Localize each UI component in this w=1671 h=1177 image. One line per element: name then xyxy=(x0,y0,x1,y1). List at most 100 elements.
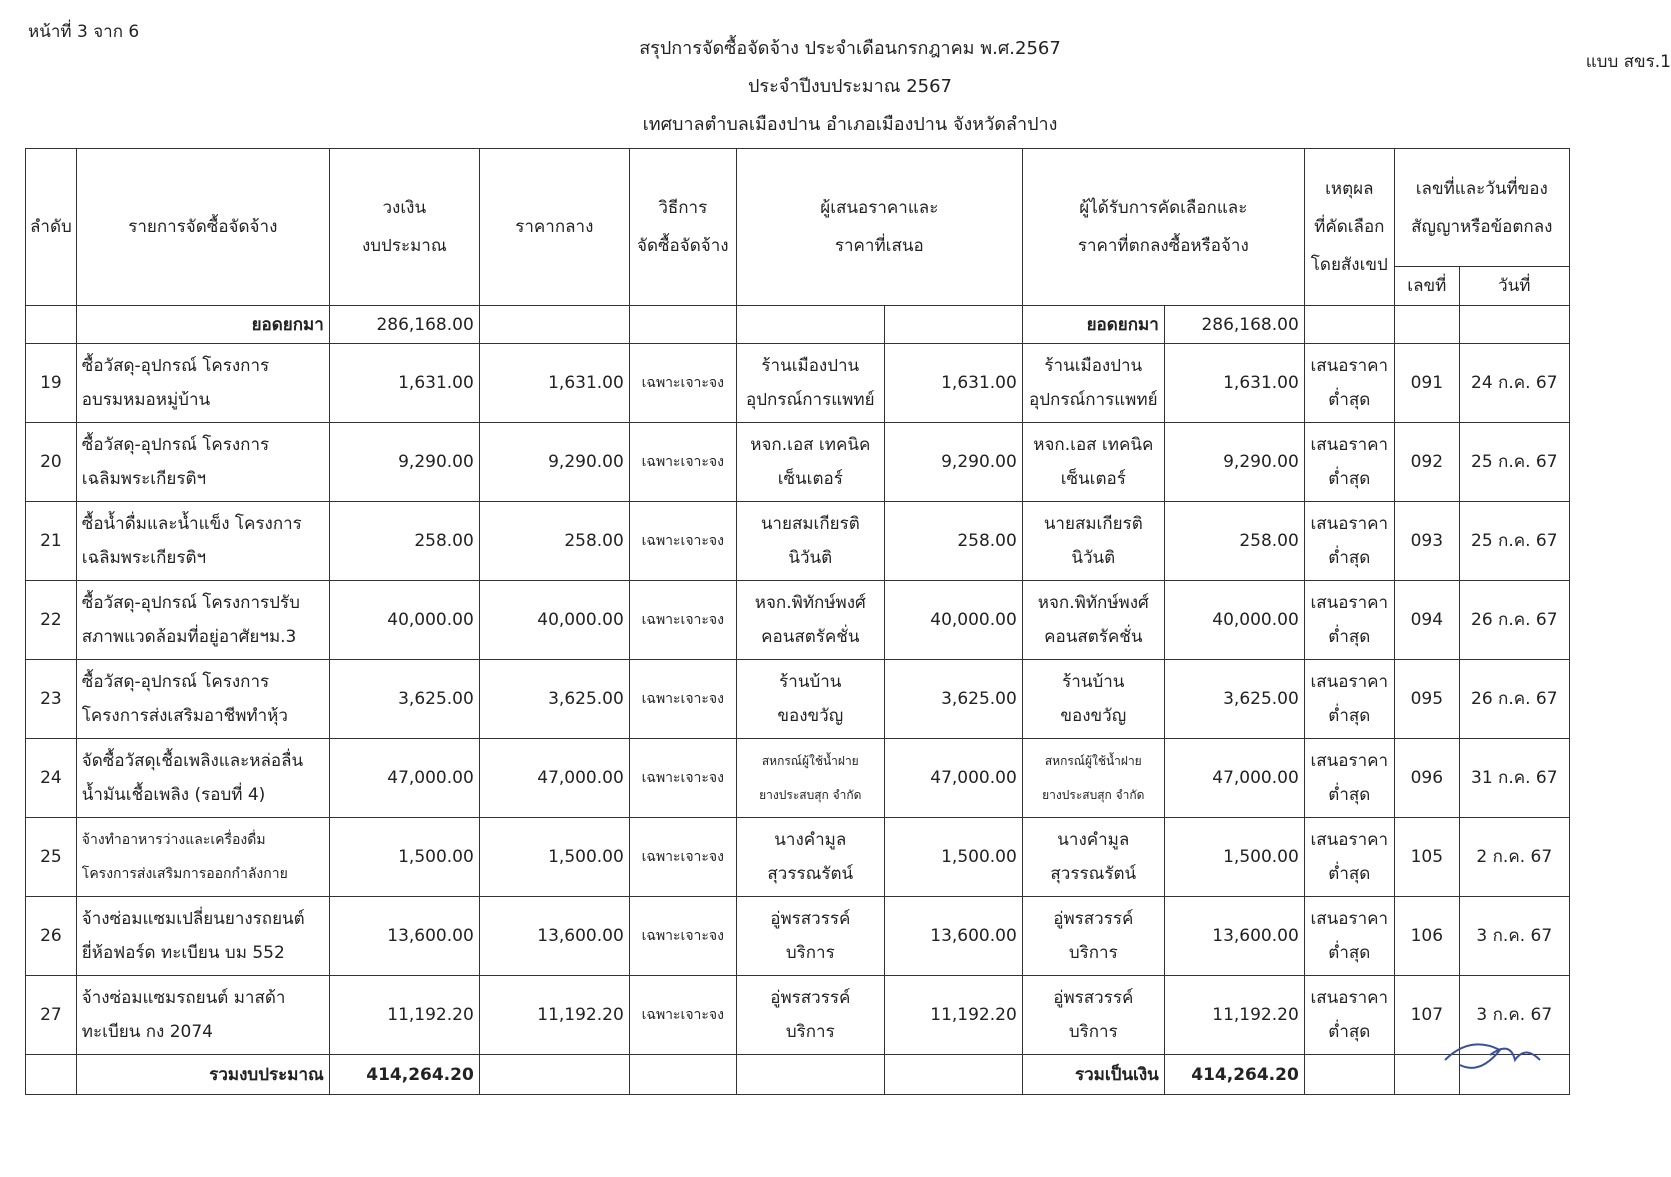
header-reason: เหตุผล ที่คัดเลือก โดยสังเขป xyxy=(1303,148,1395,306)
row-median: 1,500.00 xyxy=(478,817,630,897)
carried-label: ยอดยกมา xyxy=(75,305,330,344)
table-row: 21 ซื้อน้ำดื่มและน้ำแข็ง โครงการ เฉลิมพระ… xyxy=(25,501,1570,581)
title-line: สรุปการจัดซื้อจัดจ้าง ประจำเดือนกรกฎาคม … xyxy=(639,38,1061,59)
row-bidder: อู่พรสวรรค์ บริการ xyxy=(735,896,885,976)
row-winner: ร้านเมืองปาน อุปกรณ์การแพทย์ xyxy=(1021,343,1165,423)
row-no: 21 xyxy=(25,501,77,581)
row-contract-date: 26 ก.ค. 67 xyxy=(1458,659,1570,739)
row-price: 9,290.00 xyxy=(1163,422,1305,502)
row-median: 47,000.00 xyxy=(478,738,630,818)
row-budget: 47,000.00 xyxy=(328,738,480,818)
total-row: รวมงบประมาณ 414,264.20 รวมเป็นเงิน 414,264.… xyxy=(25,1054,1570,1095)
row-median: 40,000.00 xyxy=(478,580,630,660)
table-row: 25 จ้างทำอาหารว่างและเครื่องดื่ม โครงการส… xyxy=(25,817,1570,897)
row-contract-no: 105 xyxy=(1393,817,1460,897)
total-label-2: รวมเป็นเงิน xyxy=(1021,1054,1165,1095)
row-bid: 13,600.00 xyxy=(883,896,1023,976)
row-no: 27 xyxy=(25,975,77,1055)
row-budget: 40,000.00 xyxy=(328,580,480,660)
row-price: 1,500.00 xyxy=(1163,817,1305,897)
row-reason: เสนอราคา ต่ำสุด xyxy=(1303,501,1395,581)
row-reason: เสนอราคา ต่ำสุด xyxy=(1303,580,1395,660)
row-bidder: ร้านบ้าน ของขวัญ xyxy=(735,659,885,739)
row-item: จ้างซ่อมแซมเปลี่ยนยางรถยนต์ ยี่ห้อฟอร์ด … xyxy=(75,896,330,976)
row-no: 23 xyxy=(25,659,77,739)
row-reason: เสนอราคา ต่ำสุด xyxy=(1303,896,1395,976)
row-no: 25 xyxy=(25,817,77,897)
row-contract-no: 107 xyxy=(1393,975,1460,1055)
carried-amount-2: 286,168.00 xyxy=(1163,305,1305,344)
row-winner: อู่พรสวรรค์ บริการ xyxy=(1021,896,1165,976)
row-budget: 13,600.00 xyxy=(328,896,480,976)
row-budget: 3,625.00 xyxy=(328,659,480,739)
total-amount-2: 414,264.20 xyxy=(1163,1054,1305,1095)
row-item: ซื้อน้ำดื่มและน้ำแข็ง โครงการ เฉลิมพระเก… xyxy=(75,501,330,581)
title-line: เทศบาลตำบลเมืองปาน อำเภอเมืองปาน จังหวัด… xyxy=(642,114,1058,135)
row-item: ซื้อวัสดุ-อุปกรณ์ โครงการ โครงการส่งเสริ… xyxy=(75,659,330,739)
table-row: 22 ซื้อวัสดุ-อุปกรณ์ โครงการปรับ สภาพแวดล… xyxy=(25,580,1570,660)
row-item: จัดซื้อวัสดุเชื้อเพลิงและหล่อลื่น น้ำมัน… xyxy=(75,738,330,818)
row-bid: 40,000.00 xyxy=(883,580,1023,660)
row-item: ซื้อวัสดุ-อุปกรณ์ โครงการ อบรมหมอหมู่บ้า… xyxy=(75,343,330,423)
row-method: เฉพาะเจาะจง xyxy=(628,896,737,976)
header-budget: วงเงิน งบประมาณ xyxy=(328,148,480,306)
table-row: 19 ซื้อวัสดุ-อุปกรณ์ โครงการ อบรมหมอหมู่บ… xyxy=(25,343,1570,423)
row-contract-no: 091 xyxy=(1393,343,1460,423)
row-bid: 47,000.00 xyxy=(883,738,1023,818)
row-contract-no: 092 xyxy=(1393,422,1460,502)
row-winner: นางคำมูล สุวรรณรัตน์ xyxy=(1021,817,1165,897)
row-contract-date: 2 ก.ค. 67 xyxy=(1458,817,1570,897)
header-contract-no: เลขที่ xyxy=(1393,266,1460,306)
row-price: 40,000.00 xyxy=(1163,580,1305,660)
row-contract-date: 24 ก.ค. 67 xyxy=(1458,343,1570,423)
row-method: เฉพาะเจาะจง xyxy=(628,738,737,818)
row-contract-date: 3 ก.ค. 67 xyxy=(1458,896,1570,976)
row-budget: 258.00 xyxy=(328,501,480,581)
row-method: เฉพาะเจาะจง xyxy=(628,580,737,660)
row-no: 26 xyxy=(25,896,77,976)
row-median: 258.00 xyxy=(478,501,630,581)
row-bidder: นายสมเกียรติ นิวันติ xyxy=(735,501,885,581)
row-contract-no: 106 xyxy=(1393,896,1460,976)
header-contract: เลขที่และวันที่ของ สัญญาหรือข้อตกลง xyxy=(1393,148,1570,267)
row-median: 9,290.00 xyxy=(478,422,630,502)
row-method: เฉพาะเจาะจง xyxy=(628,343,737,423)
row-contract-date: 25 ก.ค. 67 xyxy=(1458,422,1570,502)
table-row: 23 ซื้อวัสดุ-อุปกรณ์ โครงการ โครงการส่งเส… xyxy=(25,659,1570,739)
row-price: 1,631.00 xyxy=(1163,343,1305,423)
row-winner: หจก.เอส เทคนิค เซ็นเตอร์ xyxy=(1021,422,1165,502)
row-contract-date: 3 ก.ค. 67 xyxy=(1458,975,1570,1055)
header-contract-date: วันที่ xyxy=(1458,266,1570,306)
row-winner: อู่พรสวรรค์ บริการ xyxy=(1021,975,1165,1055)
row-bid: 1,631.00 xyxy=(883,343,1023,423)
row-bidder: สหกรณ์ผู้ใช้น้ำฝาย ยางประสบสุก จำกัด xyxy=(735,738,885,818)
signature xyxy=(1444,1043,1541,1069)
header-winner: ผู้ได้รับการคัดเลือกและ ราคาที่ตกลงซื้อห… xyxy=(1021,148,1305,306)
row-method: เฉพาะเจาะจง xyxy=(628,501,737,581)
row-no: 24 xyxy=(25,738,77,818)
header-item: รายการจัดซื้อจัดจ้าง xyxy=(75,148,330,306)
row-bid: 3,625.00 xyxy=(883,659,1023,739)
row-bid: 1,500.00 xyxy=(883,817,1023,897)
row-median: 13,600.00 xyxy=(478,896,630,976)
page-number: หน้าที่ 3 จาก 6 xyxy=(28,22,140,42)
row-contract-no: 096 xyxy=(1393,738,1460,818)
row-bidder: หจก.พิทักษ์พงศ์ คอนสตรัคชั่น xyxy=(735,580,885,660)
row-bid: 9,290.00 xyxy=(883,422,1023,502)
row-bidder: นางคำมูล สุวรรณรัตน์ xyxy=(735,817,885,897)
row-bidder: อู่พรสวรรค์ บริการ xyxy=(735,975,885,1055)
row-contract-no: 095 xyxy=(1393,659,1460,739)
row-median: 1,631.00 xyxy=(478,343,630,423)
row-item: จ้างทำอาหารว่างและเครื่องดื่ม โครงการส่ง… xyxy=(75,817,330,897)
row-reason: เสนอราคา ต่ำสุด xyxy=(1303,422,1395,502)
row-budget: 9,290.00 xyxy=(328,422,480,502)
row-item: ซื้อวัสดุ-อุปกรณ์ โครงการ เฉลิมพระเกียรต… xyxy=(75,422,330,502)
carried-label-2: ยอดยกมา xyxy=(1021,305,1165,344)
row-winner: สหกรณ์ผู้ใช้น้ำฝาย ยางประสบสุก จำกัด xyxy=(1021,738,1165,818)
row-median: 3,625.00 xyxy=(478,659,630,739)
row-contract-no: 094 xyxy=(1393,580,1460,660)
document-title: สรุปการจัดซื้อจัดจ้าง ประจำเดือนกรกฎาคม … xyxy=(500,30,1200,144)
row-reason: เสนอราคา ต่ำสุด xyxy=(1303,659,1395,739)
row-price: 258.00 xyxy=(1163,501,1305,581)
row-contract-no: 093 xyxy=(1393,501,1460,581)
